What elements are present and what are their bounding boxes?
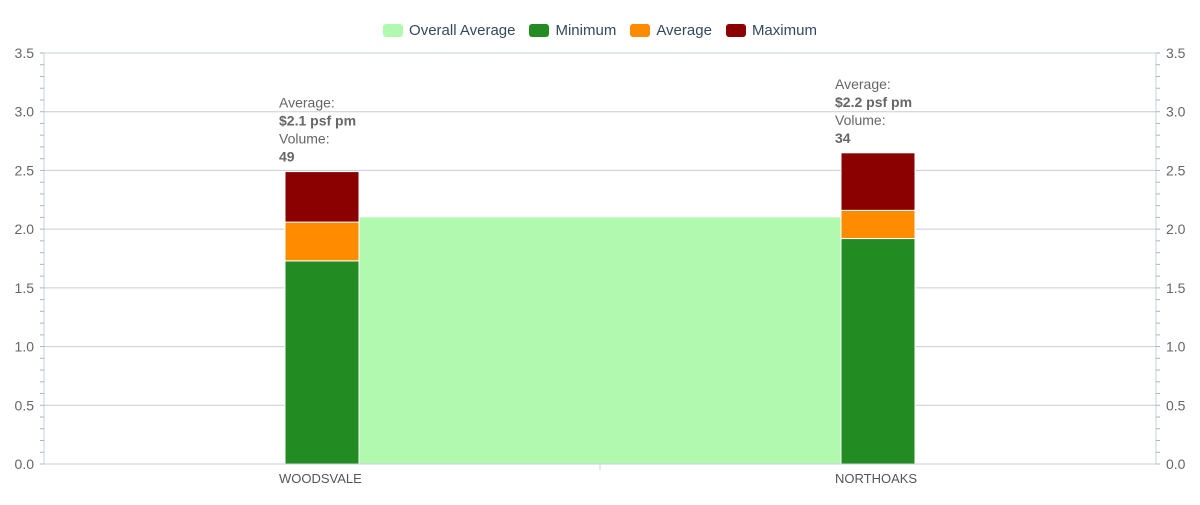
legend-swatch-overall-average xyxy=(383,23,404,37)
legend-item-maximum[interactable]: Maximum xyxy=(725,21,817,39)
y-tick-label-left: 3.0 xyxy=(15,104,35,120)
y-tick-label-right: 0.0 xyxy=(1166,456,1186,472)
bar-minimum-woodsvale[interactable] xyxy=(284,260,360,465)
x-category-label: WOODSVALE xyxy=(279,471,362,486)
legend-label-minimum: Minimum xyxy=(555,21,617,39)
y-tick-label-right: 1.0 xyxy=(1166,339,1186,355)
y-tick-label-right: 2.0 xyxy=(1166,221,1186,237)
y-tick-label-left: 2.0 xyxy=(15,221,35,237)
overall-average-area xyxy=(359,217,841,464)
legend-swatch-minimum xyxy=(529,23,550,37)
annotation-average-label: Average: xyxy=(279,95,335,111)
annotation-volume-label: Volume: xyxy=(279,131,330,147)
y-tick-label-left: 0.0 xyxy=(15,456,35,472)
y-tick-label-right: 1.5 xyxy=(1166,280,1186,296)
annotation-volume-value: 49 xyxy=(279,149,295,165)
annotation-average-value: $2.2 psf pm xyxy=(835,94,912,110)
legend-item-minimum[interactable]: Minimum xyxy=(529,22,616,39)
y-tick-label-left: 3.5 xyxy=(15,45,35,61)
y-tick-label-right: 3.5 xyxy=(1166,45,1186,61)
legend-swatch-maximum xyxy=(725,23,746,37)
legend-label-maximum: Maximum xyxy=(751,21,817,39)
y-tick-label-left: 0.5 xyxy=(15,397,35,413)
y-tick-label-left: 1.0 xyxy=(15,339,35,355)
bar-minimum-northoaks[interactable] xyxy=(840,238,916,465)
y-tick-label-right: 2.5 xyxy=(1166,162,1186,178)
y-tick-label-right: 3.0 xyxy=(1166,104,1186,120)
annotation-volume-value: 34 xyxy=(835,130,851,146)
legend-label-average: Average xyxy=(656,21,712,39)
y-tick-label-left: 2.5 xyxy=(15,162,35,178)
x-category-label: NORTHOAKS xyxy=(835,471,917,486)
legend-label-overall-average: Overall Average xyxy=(409,21,516,39)
annotation-average-label: Average: xyxy=(835,76,891,92)
legend-swatch-average xyxy=(630,23,651,37)
y-tick-label-right: 0.5 xyxy=(1166,397,1186,413)
bar-average-northoaks[interactable] xyxy=(840,209,916,240)
bar-average-woodsvale[interactable] xyxy=(284,221,360,262)
bar-maximum-woodsvale[interactable] xyxy=(284,171,360,223)
chart-legend: Overall Average Minimum Average Maximum xyxy=(0,19,1200,41)
legend-item-average[interactable]: Average xyxy=(630,22,712,39)
y-tick-label-left: 1.5 xyxy=(15,280,35,296)
annotation-average-value: $2.1 psf pm xyxy=(279,113,356,129)
legend-item-overall-average[interactable]: Overall Average xyxy=(383,22,515,39)
annotation-volume-label: Volume: xyxy=(835,112,886,128)
bar-maximum-northoaks[interactable] xyxy=(840,152,916,211)
